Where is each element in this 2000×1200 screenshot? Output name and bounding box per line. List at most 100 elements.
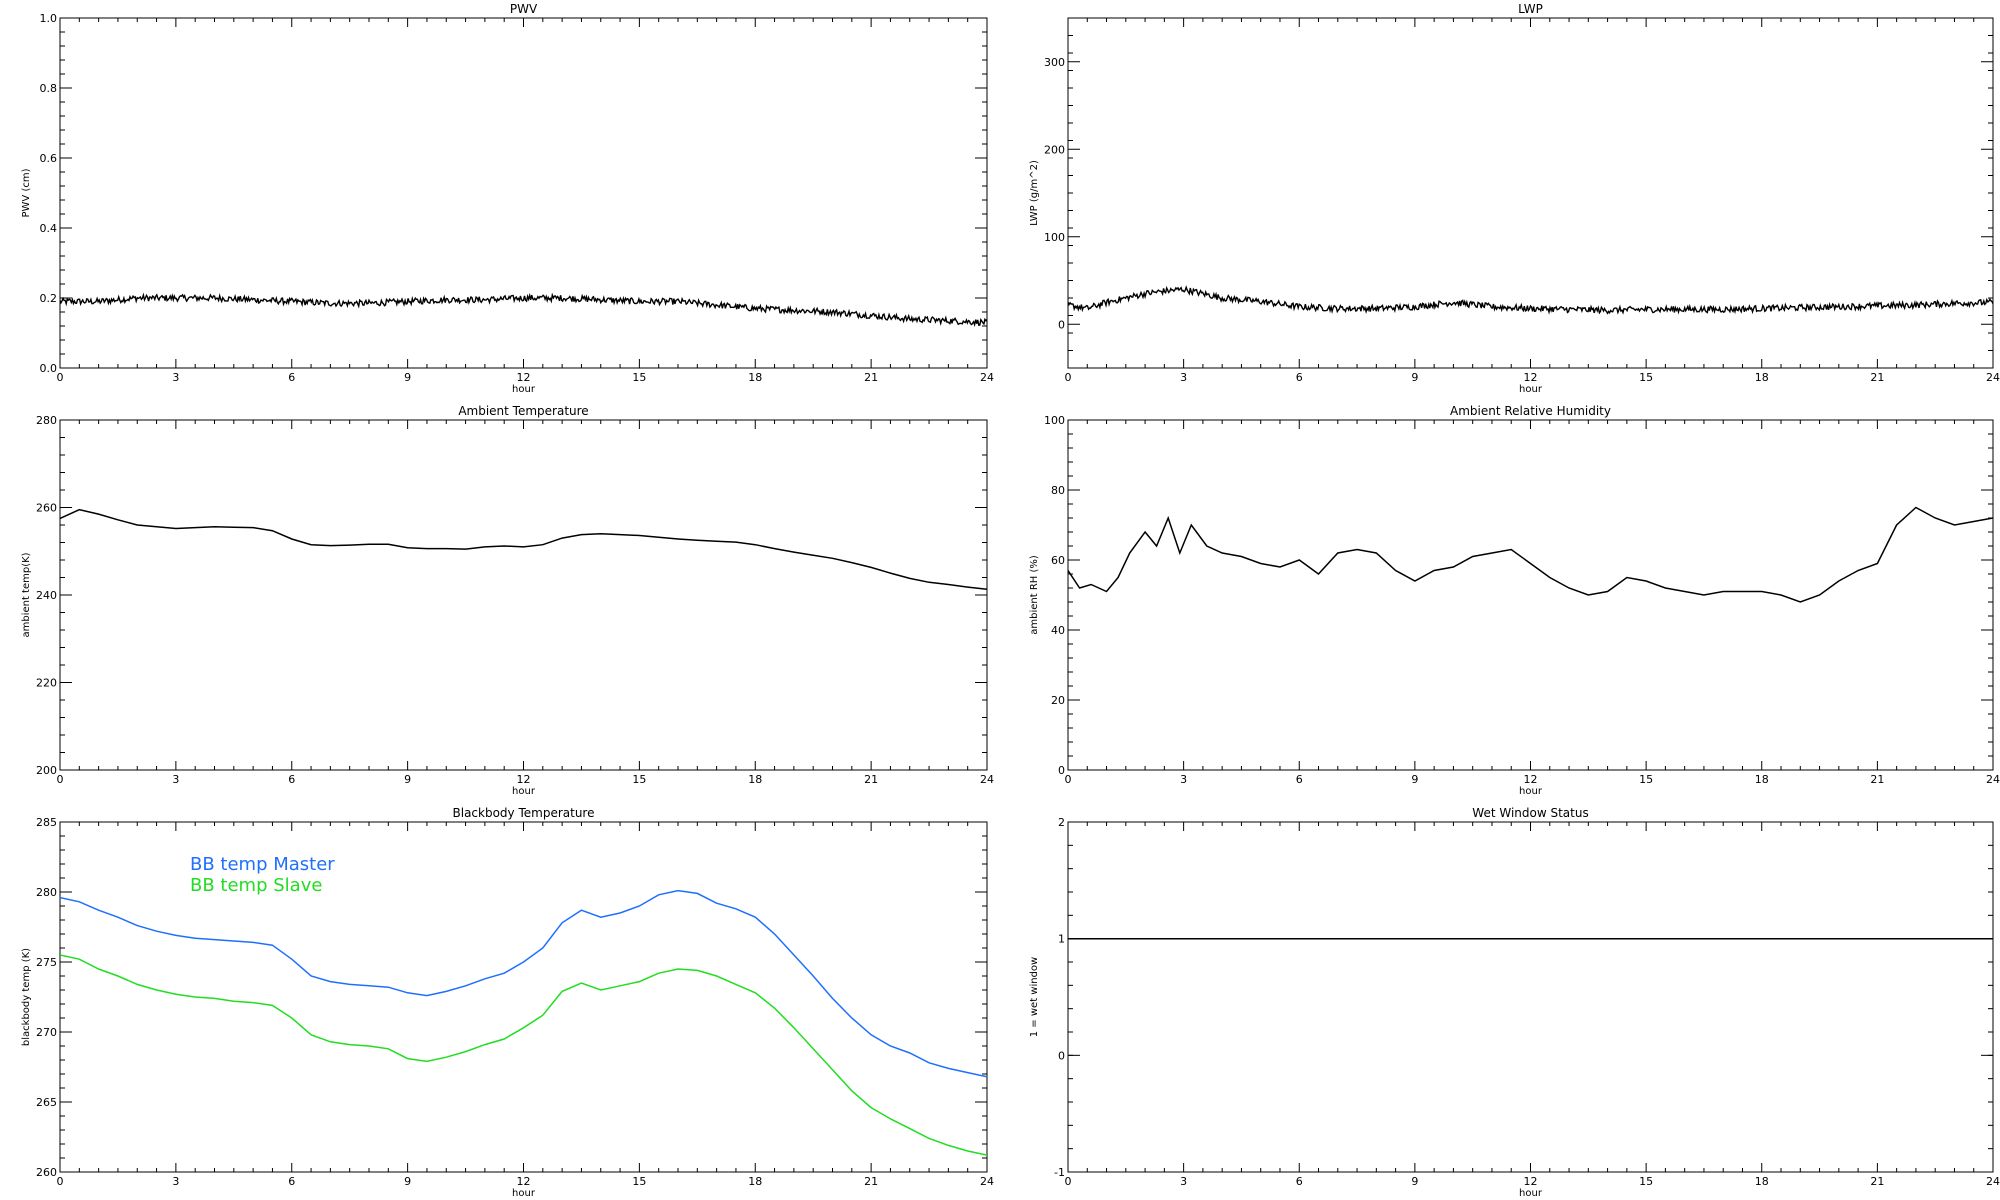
x-tick-label: 15	[632, 371, 646, 384]
chart-panel-5: Blackbody Temperature 0 3 6 9 12 15 18 21 24 hour 2…	[21, 806, 994, 1199]
legend-entry-1: BB temp Master	[190, 854, 335, 875]
x-tick-label: 0	[1065, 371, 1072, 384]
y-axis-label: ambient temp(K)	[21, 552, 32, 637]
series-line-1	[60, 292, 987, 328]
x-tick-label: 3	[172, 1175, 179, 1188]
y-tick-label: 80	[1051, 484, 1065, 497]
x-tick-label: 12	[517, 1175, 531, 1188]
x-tick-label: 21	[864, 773, 878, 786]
x-tick-label: 12	[517, 371, 531, 384]
series-line-1	[1068, 506, 1993, 603]
y-tick-label: 0	[1058, 318, 1065, 331]
x-tick-label: 6	[1296, 1175, 1303, 1188]
chart-title: Wet Window Status	[1472, 806, 1588, 820]
chart-panel-3: Ambient Temperature 0 3 6 9 12 15 18 21 24 hour 200…	[21, 404, 994, 797]
x-tick-label: 12	[1524, 1175, 1538, 1188]
y-tick-label: 20	[1051, 694, 1065, 707]
x-tick-label: 18	[748, 1175, 762, 1188]
x-tick-label: 18	[748, 773, 762, 786]
x-tick-label: 3	[1180, 773, 1187, 786]
x-tick-label: 0	[57, 1175, 64, 1188]
x-axis-label: hour	[1519, 384, 1543, 395]
x-tick-label: 9	[1411, 1175, 1418, 1188]
x-tick-label: 21	[864, 371, 878, 384]
y-tick-label: 265	[36, 1096, 57, 1109]
series-line-1	[60, 508, 987, 591]
y-tick-label: 300	[1044, 56, 1065, 69]
x-tick-label: 18	[748, 371, 762, 384]
x-tick-label: 9	[404, 773, 411, 786]
chart-title: Ambient Relative Humidity	[1450, 404, 1611, 418]
y-tick-label: 0.2	[40, 292, 58, 305]
y-tick-label: 220	[36, 677, 57, 690]
chart-panel-1: PWV 0 3 6 9 12 15 18 21 24 hour 0.0 0.2 0.4 0.6 0.8 1.0 P…	[21, 2, 994, 395]
y-tick-label: 60	[1051, 554, 1065, 567]
x-tick-label: 3	[1180, 1175, 1187, 1188]
x-tick-label: 15	[1639, 371, 1653, 384]
y-tick-label: 270	[36, 1026, 57, 1039]
plot-frame	[59, 419, 988, 771]
y-tick-label: 40	[1051, 624, 1065, 637]
y-tick-label: 2	[1058, 816, 1065, 829]
x-tick-label: 15	[1639, 773, 1653, 786]
plot-frame	[1067, 821, 1994, 1173]
y-tick-label: 285	[36, 816, 57, 829]
x-tick-label: 0	[57, 371, 64, 384]
y-tick-label: 275	[36, 956, 57, 969]
x-tick-label: 15	[632, 1175, 646, 1188]
y-tick-label: 0	[1058, 1049, 1065, 1062]
y-tick-label: 240	[36, 589, 57, 602]
x-tick-label: 24	[1986, 371, 2000, 384]
y-tick-label: 0	[1058, 764, 1065, 777]
y-tick-label: 1.0	[40, 12, 58, 25]
y-axis-label: 1 = wet window	[1029, 957, 1040, 1037]
y-axis-label: ambient RH (%)	[1029, 555, 1040, 635]
y-tick-label: 200	[1044, 143, 1065, 156]
y-tick-label: 0.4	[40, 222, 58, 235]
x-tick-label: 6	[288, 773, 295, 786]
y-tick-label: 1	[1058, 933, 1065, 946]
x-tick-label: 3	[172, 773, 179, 786]
chart-title: LWP	[1518, 2, 1543, 16]
y-tick-label: -1	[1054, 1166, 1065, 1179]
y-tick-label: 260	[36, 502, 57, 515]
y-tick-label: 0.6	[40, 152, 58, 165]
chart-title: PWV	[510, 2, 538, 16]
chart-panel-4: Ambient Relative Humidity 0 3 6 9 12 15 18 21 24 h…	[1029, 404, 2000, 797]
x-axis-label: hour	[512, 1188, 536, 1199]
x-tick-label: 9	[1411, 371, 1418, 384]
y-tick-label: 200	[36, 764, 57, 777]
x-axis-label: hour	[512, 384, 536, 395]
x-tick-label: 9	[404, 1175, 411, 1188]
x-tick-label: 24	[1986, 773, 2000, 786]
chart-panel-2: LWP 0 3 6 9 12 15 18 21 24 hour 0 100 200 300 LWP (g/m^…	[1029, 2, 2000, 395]
legend-entry-2: BB temp Slave	[190, 875, 322, 896]
x-tick-label: 3	[1180, 371, 1187, 384]
x-tick-label: 18	[1755, 371, 1769, 384]
series-line-2	[60, 954, 987, 1156]
x-tick-label: 9	[1411, 773, 1418, 786]
x-tick-label: 12	[1524, 773, 1538, 786]
x-tick-label: 21	[864, 1175, 878, 1188]
y-axis-label: blackbody temp (K)	[21, 948, 32, 1046]
x-tick-label: 24	[980, 371, 994, 384]
y-tick-label: 0.8	[40, 82, 58, 95]
y-tick-label: 100	[1044, 414, 1065, 427]
x-tick-label: 0	[1065, 773, 1072, 786]
series-line-1	[1068, 285, 1993, 315]
x-tick-label: 15	[632, 773, 646, 786]
x-tick-label: 12	[517, 773, 531, 786]
x-tick-label: 21	[1870, 773, 1884, 786]
x-axis-label: hour	[1519, 786, 1543, 797]
y-tick-label: 280	[36, 886, 57, 899]
series-line-1	[60, 889, 987, 1078]
x-tick-label: 18	[1755, 773, 1769, 786]
x-tick-label: 24	[980, 1175, 994, 1188]
chart-title: Ambient Temperature	[458, 404, 588, 418]
y-axis-label: PWV (cm)	[21, 168, 32, 217]
plot-frame	[1067, 419, 1994, 771]
y-tick-label: 260	[36, 1166, 57, 1179]
x-axis-label: hour	[1519, 1188, 1543, 1199]
x-tick-label: 24	[1986, 1175, 2000, 1188]
